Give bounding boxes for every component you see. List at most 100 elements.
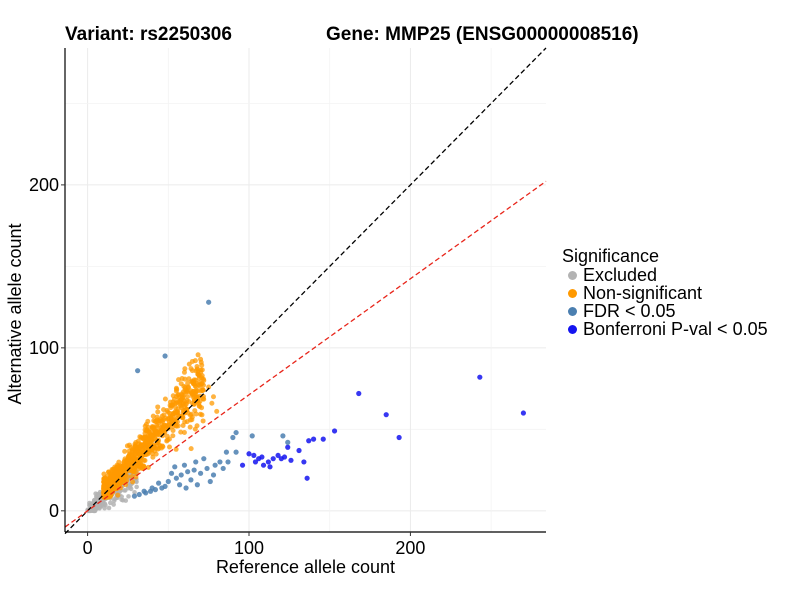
point-non-significant (201, 396, 207, 402)
point-non-significant (214, 408, 220, 414)
legend-swatch-fdr (568, 306, 577, 316)
point-fdr-0-05 (135, 368, 141, 374)
point-non-significant (181, 429, 187, 435)
point-bonferroni-p-val-0-05 (252, 459, 259, 465)
point-non-significant (179, 376, 185, 382)
point-non-significant (129, 452, 135, 458)
point-non-significant (162, 396, 168, 402)
point-fdr-0-05 (204, 465, 210, 472)
point-non-significant (148, 439, 154, 445)
point-non-significant (132, 443, 138, 449)
point-non-significant (142, 440, 148, 446)
point-bonferroni-p-val-0-05 (477, 374, 483, 380)
point-excluded (119, 494, 124, 499)
x-axis-label: Reference allele count (216, 557, 395, 577)
legend-label-bonferroni: Bonferroni P-val < 0.05 (583, 318, 768, 339)
point-non-significant (170, 433, 176, 439)
point-excluded (123, 498, 129, 503)
point-non-significant (173, 446, 179, 452)
point-fdr-0-05 (249, 433, 255, 439)
point-bonferroni-p-val-0-05 (246, 451, 252, 457)
point-non-significant (142, 430, 148, 436)
point-non-significant (136, 450, 142, 456)
point-non-significant (178, 381, 184, 387)
y-axis-label: Alternative allele count (5, 223, 25, 404)
point-non-significant (125, 454, 131, 460)
point-non-significant (185, 380, 191, 386)
legend-label-fdr: FDR < 0.05 (583, 300, 676, 321)
point-non-significant (145, 451, 151, 457)
point-non-significant (167, 444, 173, 450)
point-non-significant (159, 443, 165, 449)
variant-title: Variant: rs2250306 (65, 24, 232, 45)
point-fdr-0-05 (188, 477, 194, 483)
point-non-significant (196, 375, 202, 381)
x-tick-label: 100 (234, 538, 264, 558)
point-bonferroni-p-val-0-05 (301, 459, 307, 465)
point-non-significant (183, 401, 189, 407)
point-excluded (108, 500, 113, 506)
point-fdr-0-05 (173, 475, 179, 481)
legend-item-bonferroni: Bonferroni P-val < 0.05 (562, 318, 768, 339)
point-bonferroni-p-val-0-05 (251, 452, 257, 459)
x-tick-label: 200 (395, 538, 425, 558)
point-fdr-0-05 (233, 429, 239, 436)
point-excluded (106, 505, 112, 511)
points-layer (85, 299, 527, 514)
point-excluded (132, 490, 137, 495)
point-bonferroni-p-val-0-05 (520, 410, 527, 416)
point-bonferroni-p-val-0-05 (356, 390, 362, 397)
point-non-significant (201, 377, 207, 383)
point-bonferroni-p-val-0-05 (260, 462, 267, 468)
point-non-significant (210, 394, 216, 400)
point-fdr-0-05 (156, 480, 162, 486)
point-non-significant (101, 478, 107, 484)
y-tick-label: 200 (29, 175, 59, 195)
point-non-significant (196, 382, 202, 388)
point-non-significant (182, 384, 188, 390)
point-fdr-0-05 (194, 482, 200, 488)
ratio-line (64, 180, 547, 528)
point-non-significant (198, 356, 204, 362)
point-non-significant (199, 388, 205, 394)
point-fdr-0-05 (210, 472, 217, 478)
point-non-significant (155, 446, 161, 452)
point-non-significant (131, 459, 137, 465)
point-fdr-0-05 (280, 433, 286, 439)
point-bonferroni-p-val-0-05 (310, 436, 317, 442)
point-non-significant (143, 444, 149, 450)
point-non-significant (170, 410, 176, 416)
point-non-significant (115, 492, 121, 498)
point-non-significant (192, 358, 198, 364)
point-fdr-0-05 (178, 472, 184, 478)
point-non-significant (187, 424, 193, 430)
legend-label-non-significant: Non-significant (583, 282, 703, 303)
point-non-significant (155, 404, 161, 410)
point-non-significant (170, 399, 176, 405)
point-bonferroni-p-val-0-05 (396, 434, 402, 441)
point-fdr-0-05 (159, 485, 165, 491)
point-non-significant (195, 352, 201, 358)
point-non-significant (142, 423, 148, 429)
point-non-significant (118, 469, 124, 475)
point-fdr-0-05 (212, 462, 218, 468)
point-fdr-0-05 (131, 493, 138, 499)
point-non-significant (150, 454, 156, 460)
point-fdr-0-05 (162, 353, 168, 359)
legend: Significance Excluded Non-significant FD… (562, 246, 768, 339)
legend-swatch-excluded (568, 270, 577, 280)
legend-item-fdr: FDR < 0.05 (562, 300, 768, 321)
point-fdr-0-05 (225, 459, 231, 465)
point-fdr-0-05 (168, 470, 175, 476)
legend-item-non-significant: Non-significant (562, 282, 768, 303)
point-non-significant (150, 413, 156, 419)
point-non-significant (188, 446, 194, 452)
point-fdr-0-05 (191, 467, 197, 473)
point-non-significant (153, 451, 159, 457)
point-bonferroni-p-val-0-05 (306, 438, 312, 444)
point-fdr-0-05 (201, 456, 207, 462)
point-bonferroni-p-val-0-05 (267, 464, 273, 470)
point-excluded (126, 494, 131, 499)
